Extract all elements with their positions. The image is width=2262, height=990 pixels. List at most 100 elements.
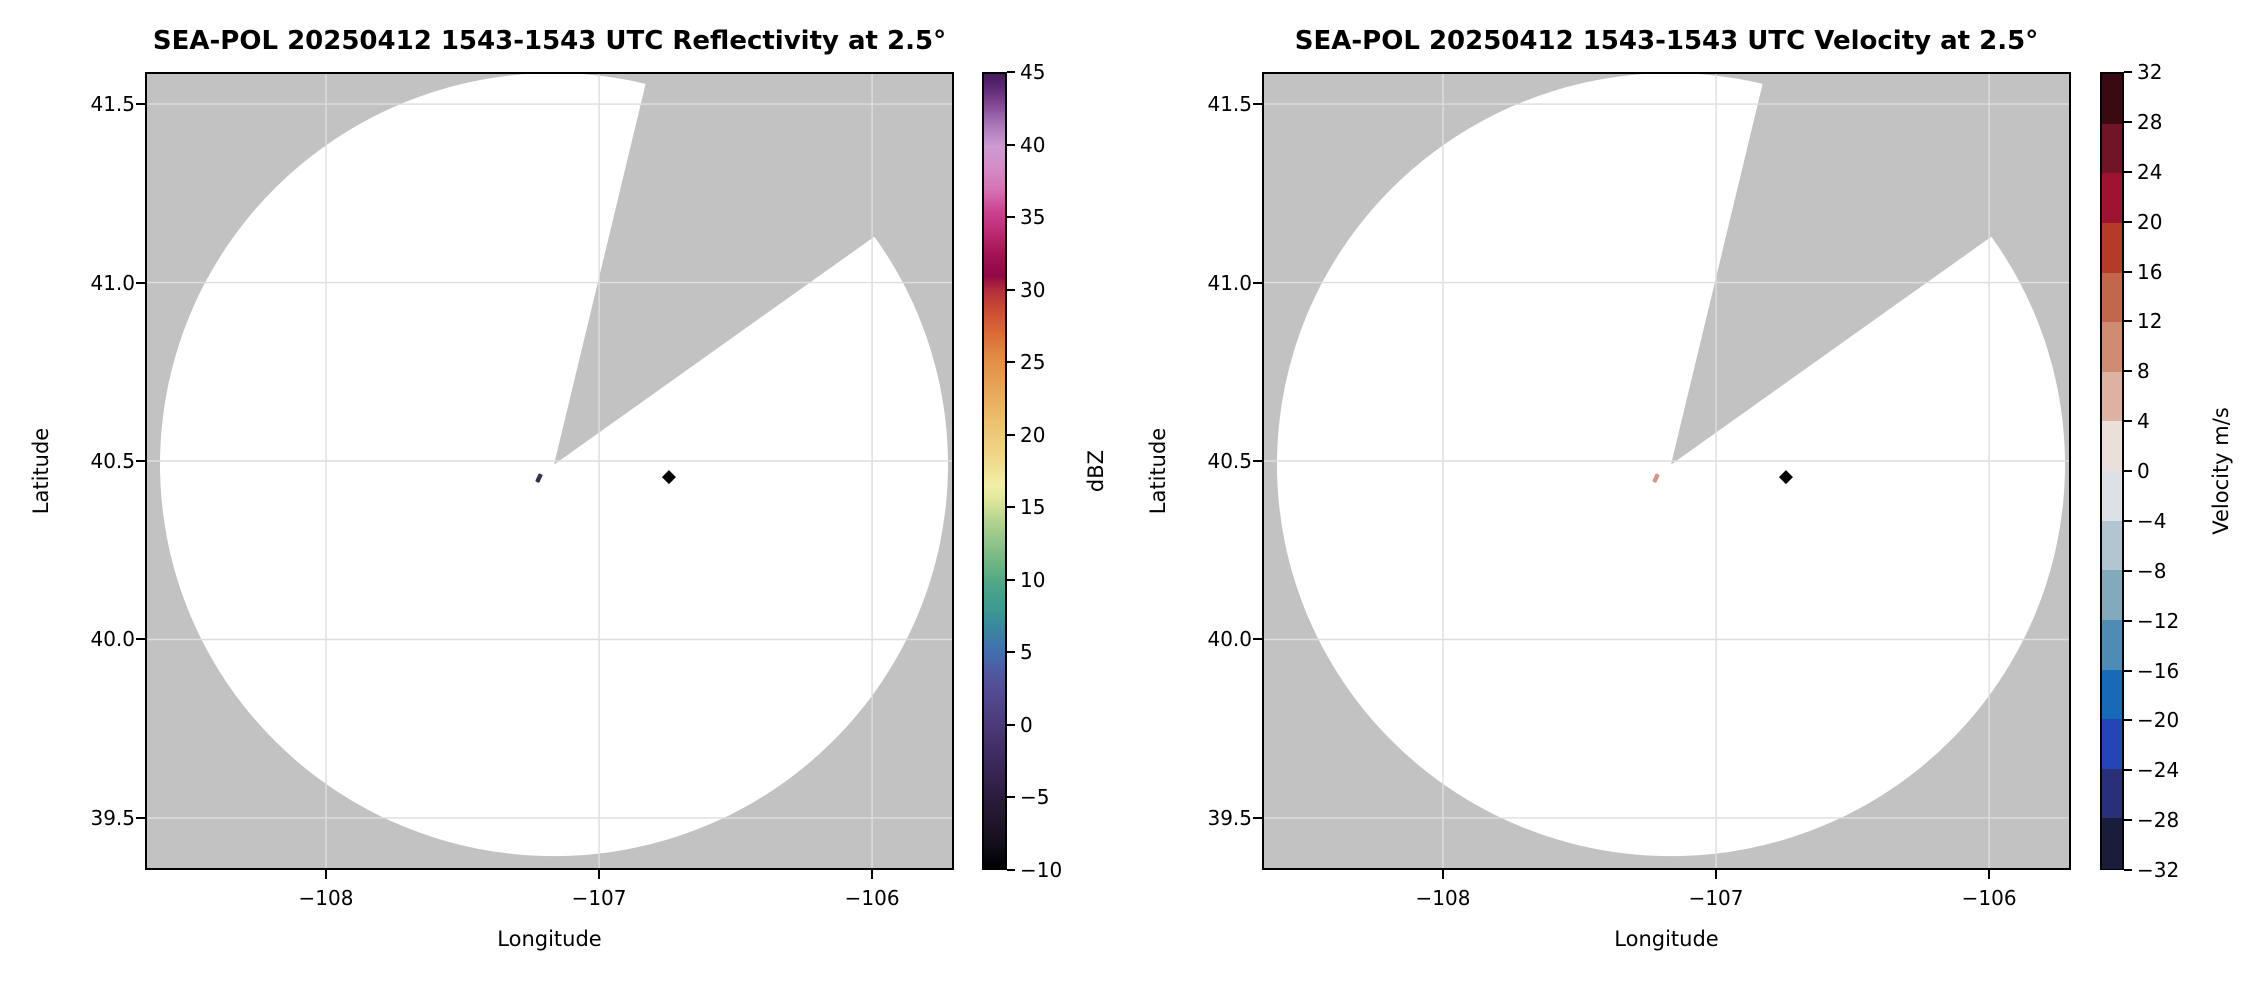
x-tick xyxy=(1988,870,1991,879)
colorbar-tick xyxy=(2124,669,2132,672)
colorbar-tick xyxy=(2124,120,2132,123)
panel-title-velocity: SEA-POL 20250412 1543-1543 UTC Velocity … xyxy=(1294,26,2039,56)
x-tick-label: −106 xyxy=(1961,886,2017,910)
plot-frame xyxy=(1262,72,2071,870)
colorbar-tick-label: 25 xyxy=(1020,350,1046,375)
blocked-sector-wedge xyxy=(1671,72,2071,465)
colorbar-tick-label: −5 xyxy=(1020,785,1050,810)
colorbar-label-dbz: dBZ xyxy=(1084,449,1108,493)
colorbar-tick-label: 10 xyxy=(1020,567,1046,592)
colorbar-level xyxy=(2102,471,2122,522)
colorbar-level xyxy=(2102,719,2122,770)
plot-frame xyxy=(145,72,954,870)
colorbar-tick xyxy=(1007,578,1015,581)
colorbar-tick-label: 24 xyxy=(2137,159,2163,184)
colorbar-tick xyxy=(1007,723,1015,726)
colorbar-tick xyxy=(2124,569,2132,572)
y-tick-label: 40.5 xyxy=(90,449,135,473)
colorbar-tick-label: 5 xyxy=(1020,640,1033,665)
site-marker-diamond xyxy=(1778,470,1793,485)
x-tick-label: −106 xyxy=(844,886,900,910)
y-tick-label: 41.5 xyxy=(90,92,135,117)
colorbar-tick-label: 20 xyxy=(2137,209,2163,234)
colorbar-tick-label: 20 xyxy=(1020,422,1046,447)
colorbar-tick xyxy=(2124,619,2132,622)
colorbar-tick xyxy=(2124,220,2132,223)
colorbar-levels xyxy=(2102,74,2122,869)
colorbar-level xyxy=(2102,768,2122,819)
x-tick-label: −107 xyxy=(571,886,627,910)
colorbar-tick xyxy=(2124,270,2132,273)
colorbar-level xyxy=(2102,371,2122,422)
y-tick xyxy=(136,816,145,819)
x-tick xyxy=(598,870,601,879)
colorbar-level xyxy=(2102,123,2122,174)
colorbar-label-velocity: Velocity m/s xyxy=(2209,407,2233,535)
x-tick xyxy=(1715,870,1718,879)
colorbar-tick-label: −24 xyxy=(2137,758,2180,783)
y-tick-label: 40.0 xyxy=(1207,627,1252,652)
y-tick xyxy=(136,103,145,106)
colorbar-tick xyxy=(1007,216,1015,219)
velocity-map xyxy=(1262,72,2071,870)
colorbar-tick-label: −10 xyxy=(1020,858,1063,882)
y-tick-label: 41.5 xyxy=(1207,92,1252,117)
colorbar-level xyxy=(2102,173,2122,224)
x-tick xyxy=(1442,870,1445,879)
colorbar-tick xyxy=(1007,361,1015,364)
y-tick xyxy=(1253,103,1262,106)
colorbar-tick-label: 35 xyxy=(1020,205,1046,230)
xaxis-label-reflectivity: Longitude xyxy=(497,927,602,951)
colorbar-tick-label: −8 xyxy=(2137,558,2167,583)
colorbar-tick-label: 12 xyxy=(2137,309,2163,334)
colorbar-level xyxy=(2102,619,2122,670)
colorbar-tick xyxy=(1007,796,1015,799)
colorbar-tick xyxy=(2124,320,2132,323)
y-tick xyxy=(1253,816,1262,819)
velocity-colorbar xyxy=(2100,72,2124,870)
colorbar-level xyxy=(2102,520,2122,571)
y-tick-label: 39.5 xyxy=(90,805,135,830)
colorbar-tick-label: 15 xyxy=(1020,495,1046,520)
colorbar-tick xyxy=(2124,819,2132,822)
colorbar-tick-label: −12 xyxy=(2137,608,2180,633)
colorbar-tick xyxy=(2124,71,2132,73)
y-tick-label: 39.5 xyxy=(1207,805,1252,830)
colorbar-tick-label: −20 xyxy=(2137,708,2180,733)
x-tick-label: −108 xyxy=(298,886,354,910)
colorbar-level xyxy=(2102,669,2122,720)
colorbar-tick xyxy=(2124,470,2132,472)
y-tick-label: 41.0 xyxy=(1207,270,1252,295)
y-tick-label: 40.5 xyxy=(1207,449,1252,473)
colorbar-tick xyxy=(2124,519,2132,522)
colorbar-tick-label: 0 xyxy=(1020,712,1033,737)
y-tick xyxy=(1253,638,1262,641)
echo-speck xyxy=(1652,473,1660,483)
colorbar-tick xyxy=(2124,370,2132,373)
blocked-sector-wedge xyxy=(554,72,954,465)
y-tick xyxy=(136,281,145,284)
colorbar-tick-label: 0 xyxy=(2137,459,2150,483)
colorbar-tick xyxy=(1007,651,1015,654)
colorbar-tick xyxy=(1007,433,1015,436)
colorbar-tick xyxy=(1007,506,1015,509)
colorbar-level xyxy=(2102,570,2122,621)
colorbar-tick-label: −32 xyxy=(2137,858,2180,882)
colorbar-tick-label: −28 xyxy=(2137,808,2180,833)
colorbar-tick xyxy=(1007,71,1015,73)
colorbar-level xyxy=(2102,818,2122,869)
colorbar-level xyxy=(2102,322,2122,373)
x-tick xyxy=(871,870,874,879)
y-tick xyxy=(136,460,145,462)
colorbar-tick-label: 8 xyxy=(2137,359,2150,384)
colorbar-tick xyxy=(1007,869,1015,871)
y-tick-label: 41.0 xyxy=(90,270,135,295)
xaxis-label-velocity: Longitude xyxy=(1614,927,1719,951)
colorbar-level xyxy=(2102,272,2122,323)
colorbar-tick-label: −4 xyxy=(2137,508,2167,533)
colorbar-tick-label: 16 xyxy=(2137,259,2163,284)
colorbar-tick xyxy=(2124,869,2132,871)
colorbar-tick xyxy=(2124,420,2132,423)
x-tick-label: −107 xyxy=(1688,886,1744,910)
